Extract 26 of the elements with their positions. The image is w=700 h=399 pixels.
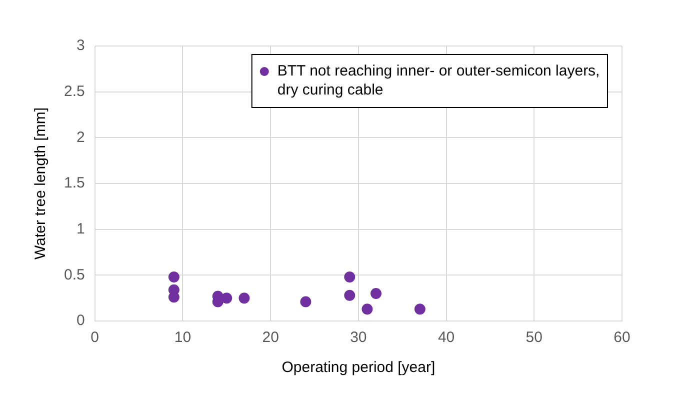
x-tick-label: 30 <box>350 329 367 346</box>
y-tick-label: 0 <box>76 312 85 330</box>
point <box>370 288 382 299</box>
x-tick-label: 20 <box>262 329 279 346</box>
y-tick-label: 2.5 <box>64 82 85 100</box>
y-tick-label: 3 <box>76 37 85 54</box>
x-tick-label: 0 <box>90 329 100 346</box>
point <box>414 304 426 315</box>
point <box>344 290 356 301</box>
point <box>362 304 373 315</box>
y-axis-title: Water tree length [mm] <box>32 108 50 260</box>
point <box>300 296 312 308</box>
x-tick-label: 60 <box>614 329 630 346</box>
legend-label: BTT not reaching inner- or outer-semicon layers, dry curing cable <box>277 62 600 99</box>
point <box>344 272 356 282</box>
y-tick-label: 2 <box>76 128 85 146</box>
y-tick-label: 1.5 <box>64 174 85 192</box>
point <box>168 272 180 282</box>
y-tick-label: 0.5 <box>64 266 85 284</box>
x-tick-label: 50 <box>526 329 542 346</box>
point <box>221 292 232 304</box>
y-tick-label: 1 <box>76 220 85 238</box>
point <box>238 292 250 304</box>
x-tick-label: 10 <box>174 329 192 346</box>
x-tick-label: 40 <box>438 329 455 346</box>
x-axis-title: Operating period [year] <box>282 359 436 376</box>
